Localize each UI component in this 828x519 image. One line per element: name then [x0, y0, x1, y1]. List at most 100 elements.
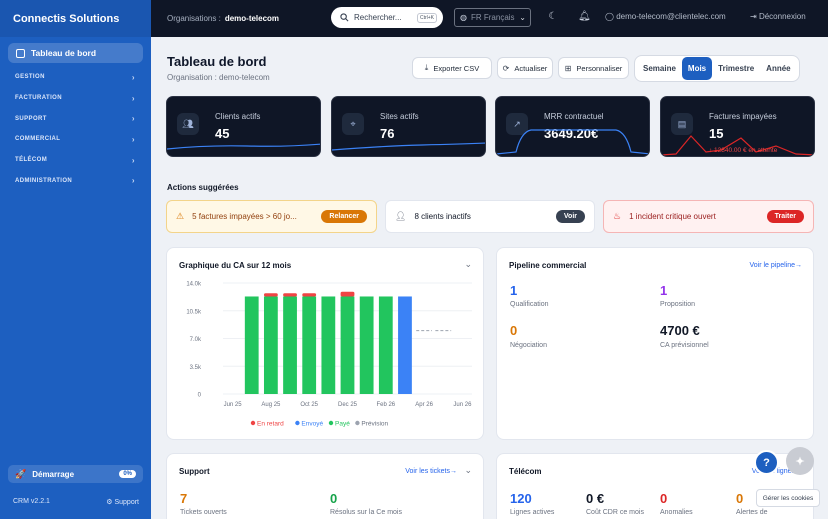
search-icon: [340, 13, 349, 22]
view-button[interactable]: Voir: [555, 210, 585, 223]
chevron-down-icon[interactable]: ⌄: [464, 259, 472, 269]
period-week[interactable]: Semaine: [643, 64, 676, 73]
x-tick-label: Aug 25: [261, 402, 281, 408]
card-title: Support: [179, 467, 210, 476]
refresh-label: Actualiser: [514, 63, 548, 73]
assistant-button[interactable]: ✦: [786, 447, 814, 475]
language-select[interactable]: ◍ FR Français ⌄: [454, 8, 531, 27]
bar-paid: [359, 296, 374, 394]
sidebar: Connectis Solutions Tableau de bord GEST…: [0, 0, 151, 519]
suggestion-text: 8 clients inactifs: [414, 212, 471, 221]
sidebar-group-commercial[interactable]: COMMERCIAL ›: [0, 129, 151, 150]
search-input[interactable]: Rechercher... Ctrl+K: [331, 7, 443, 28]
bar-paid: [378, 296, 393, 394]
view-tickets-link[interactable]: Voir les tickets→: [405, 468, 457, 475]
sidebar-group-label: SUPPORT: [15, 115, 47, 122]
x-tick-label: Apr 26: [415, 402, 433, 408]
view-lines-link[interactable]: Voir les lignes→: [751, 468, 802, 475]
user-menu[interactable]: ◯ demo-telecom@clientelec.com: [605, 12, 726, 21]
gear-icon: ⚙: [106, 499, 115, 506]
sidebar-item-dashboard[interactable]: Tableau de bord: [8, 43, 143, 63]
sidebar-group-support[interactable]: SUPPORT ›: [0, 108, 151, 129]
bar-late: [283, 293, 297, 297]
kpi-active-clients[interactable]: 👥︎ Clients actifs 45: [166, 96, 321, 157]
period-year[interactable]: Année: [766, 64, 791, 73]
customize-label: Personnaliser: [576, 63, 623, 73]
stat-anomalies-label: Anomalies: [660, 509, 693, 516]
sidebar-group-facturation[interactable]: FACTURATION ›: [0, 88, 151, 109]
stat-forecast-label: CA prévisionnel: [660, 342, 709, 349]
y-tick-label: 3.5k: [190, 365, 202, 371]
trending-up-icon: ↗: [506, 113, 528, 135]
period-quarter[interactable]: Trimestre: [718, 64, 755, 73]
y-tick-label: 7.0k: [190, 337, 202, 343]
handle-button[interactable]: Traiter: [766, 210, 804, 223]
kpi-subtext: ↑ 12840.00 € en attente: [709, 147, 778, 154]
sidebar-group-telecom[interactable]: TÉLÉCOM ›: [0, 150, 151, 171]
export-label: Exporter CSV: [433, 63, 480, 73]
chevron-down-icon[interactable]: ⌄: [464, 465, 472, 475]
x-tick-label: Feb 26: [376, 402, 395, 408]
app-version: CRM v2.2.1: [13, 498, 50, 505]
main-content: Tableau de bord Organisation : demo-tele…: [151, 37, 828, 519]
legend-swatch: [250, 420, 256, 426]
card-title: Télécom: [509, 467, 542, 476]
stat-proposal-value: 1: [660, 283, 668, 298]
onboarding-button[interactable]: 🚀 Démarrage 0%: [8, 465, 143, 483]
refresh-icon: ⟳: [502, 63, 510, 73]
revenue-chart-card: Graphique du CA sur 12 mois ⌄ 0 3.5k 7.0k 1…: [166, 247, 484, 440]
onboarding-progress: 0%: [119, 470, 136, 478]
remind-button[interactable]: Relancer: [321, 210, 367, 223]
bar-paid: [340, 296, 355, 394]
legend-swatch: [355, 420, 360, 426]
logout-button[interactable]: ⇥ Déconnexion: [750, 12, 806, 21]
user-icon: ◯: [605, 12, 617, 21]
help-button[interactable]: ?: [754, 450, 779, 475]
cookie-settings-button[interactable]: Gérer les cookies: [756, 489, 820, 507]
revenue-bar-chart: 0 3.5k 7.0k 10.5k 14.0k Jun 25 Aug 25 Oct 25 Dec…: [186, 282, 472, 428]
stat-negotiation-value: 0: [510, 323, 518, 338]
bell-icon[interactable]: 🔔︎: [578, 11, 591, 22]
sparkle-icon: ✦: [795, 455, 805, 468]
page-subtitle: Organisation : demo-telecom: [167, 73, 270, 82]
users-icon: 👥︎: [177, 113, 199, 135]
legend-label: Envoyé: [301, 421, 323, 428]
help-icon: ?: [763, 456, 770, 469]
stat-anomalies-value: 0: [660, 491, 668, 506]
support-link[interactable]: ⚙ Support: [106, 498, 139, 506]
chevron-right-icon: ›: [131, 155, 135, 165]
export-csv-button[interactable]: ⤓ Exporter CSV: [412, 57, 492, 79]
support-card: Support Voir les tickets→ ⌄ 7 Tickets ou…: [166, 453, 484, 519]
kpi-label: Clients actifs: [215, 112, 261, 121]
globe-icon: ◍: [460, 13, 467, 22]
kpi-sparkline: [167, 143, 320, 150]
kpi-label: MRR contractuel: [544, 112, 604, 121]
y-tick-label: 10.5k: [186, 309, 202, 315]
customize-button[interactable]: ⊞ Personnaliser: [558, 57, 629, 79]
sidebar-group-administration[interactable]: ADMINISTRATION ›: [0, 170, 151, 191]
chevron-down-icon: ⌄: [519, 13, 526, 22]
kpi-value: 76: [380, 126, 395, 141]
period-month[interactable]: Mois: [681, 57, 713, 80]
bar-late: [340, 291, 355, 297]
x-tick-label: Jun 25: [224, 402, 243, 408]
download-icon: ⤓: [424, 63, 429, 72]
legend-label: Prévision: [361, 421, 388, 428]
search-placeholder: Rechercher...: [354, 13, 402, 22]
kpi-mrr[interactable]: ↗ MRR contractuel 3649.20€: [495, 96, 650, 157]
logout-label: Déconnexion: [758, 12, 806, 21]
kpi-active-sites[interactable]: ⌖ Sites actifs 76: [331, 96, 486, 157]
sidebar-group-label: ADMINISTRATION: [15, 177, 73, 184]
refresh-button[interactable]: ⟳ Actualiser: [497, 57, 553, 79]
sidebar-group-label: TÉLÉCOM: [15, 157, 48, 164]
view-pipeline-link[interactable]: Voir le pipeline→: [749, 262, 802, 269]
stat-negotiation-label: Négociation: [510, 342, 547, 349]
theme-toggle-icon[interactable]: ☾: [548, 11, 558, 22]
kpi-unpaid-invoices[interactable]: ▤ Factures impayées 15 ↑ 12840.00 € en a…: [660, 96, 815, 157]
kpi-value: 15: [709, 126, 724, 141]
legend-swatch: [295, 420, 300, 426]
x-tick-label: Oct 25: [300, 402, 318, 408]
stat-alerts-label: Alertes de: [736, 509, 768, 516]
kpi-sparkline: [332, 142, 485, 151]
sidebar-group-gestion[interactable]: GESTION ›: [0, 67, 151, 88]
